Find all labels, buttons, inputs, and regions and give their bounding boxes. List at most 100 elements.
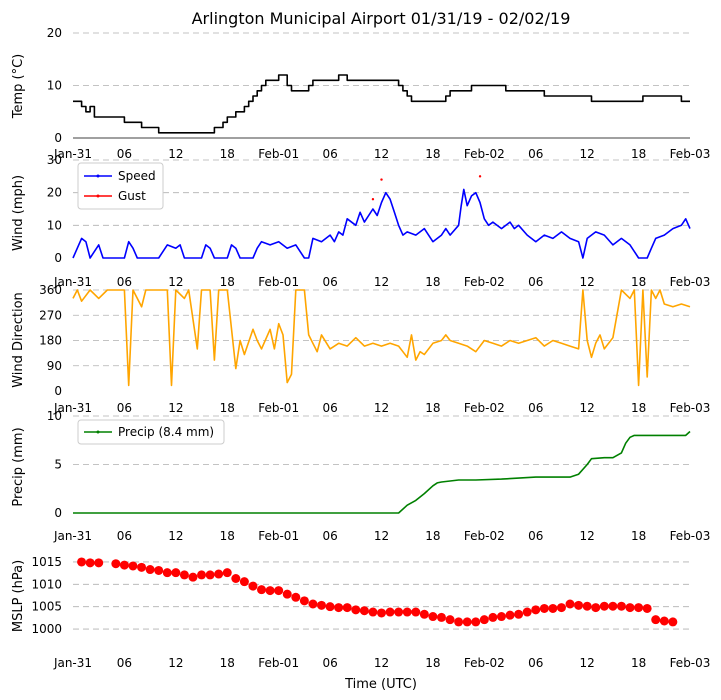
mslp-point <box>394 607 404 617</box>
legend-gust-label: Gust <box>118 189 146 203</box>
mslp-xtick-label: Feb-02 <box>464 656 505 670</box>
mslp-point <box>651 615 661 625</box>
mslp-point <box>154 565 164 575</box>
mslp-point <box>239 577 249 587</box>
wind-ytick-label: 10 <box>47 218 62 232</box>
wind-xtick-label: 06 <box>117 275 132 289</box>
legend-precip-marker <box>96 430 100 434</box>
temp-xtick-label: 18 <box>425 147 440 161</box>
precip-xtick-label: Feb-01 <box>258 529 299 543</box>
temp-ytick-label: 0 <box>54 131 62 145</box>
mslp-point <box>188 572 198 582</box>
direction-xtick-label: Feb-01 <box>258 401 299 415</box>
precip-xtick-label: 06 <box>322 529 337 543</box>
temp-ytick-label: 10 <box>47 79 62 93</box>
precip-ylabel: Precip (mm) <box>11 427 26 506</box>
wind-ylabel: Wind (mph) <box>11 175 26 251</box>
wind-gust-point <box>478 175 482 178</box>
mslp-point <box>257 585 267 595</box>
mslp-point <box>368 607 378 617</box>
wind-xtick-label: 12 <box>168 275 183 289</box>
wind-xtick-label: Jan-31 <box>53 275 92 289</box>
precipitation-panel: Precip (mm) Precip (8.4 mm) 0 5 10 Jan-31 06… <box>11 409 710 543</box>
temp-xtick-label: 06 <box>322 147 337 161</box>
mslp-point <box>274 586 284 596</box>
legend-precip-label: Precip (8.4 mm) <box>118 425 214 439</box>
wind-xtick-label: Feb-02 <box>464 275 505 289</box>
temperature-panel: Temp (°C) 0 10 20 Jan-31 06 12 18 Feb-01 06 12 18 F… <box>11 26 710 161</box>
direction-xtick-label: Jan-31 <box>53 401 92 415</box>
precip-xtick-label: 12 <box>168 529 183 543</box>
wind-ytick-label: 30 <box>47 153 62 167</box>
precip-xtick-label: 06 <box>117 529 132 543</box>
mslp-point <box>85 558 95 568</box>
mslp-point <box>659 616 669 626</box>
wind-xtick-label: 06 <box>528 275 543 289</box>
wind-direction-panel: Wind Direction 0 90 180 270 360 Jan-31 06 12 18 F… <box>11 283 710 415</box>
temp-xtick-label: 12 <box>168 147 183 161</box>
pressure-panel: MSLP (hPa) 1000 1005 1010 1015 Jan-31 06 12 18 F… <box>11 555 710 670</box>
precip-xtick-label: Jan-31 <box>53 529 92 543</box>
precip-ytick-label: 0 <box>54 506 62 520</box>
mslp-point <box>299 596 309 606</box>
mslp-point <box>197 570 207 580</box>
chart-title: Arlington Municipal Airport 01/31/19 - 0… <box>192 9 571 28</box>
direction-xtick-label: 06 <box>117 401 132 415</box>
temp-xtick-label: 18 <box>631 147 646 161</box>
precip-xtick-label: 18 <box>631 529 646 543</box>
direction-xtick-label: 12 <box>374 401 389 415</box>
precip-xtick-label: Feb-02 <box>464 529 505 543</box>
mslp-point <box>436 612 446 622</box>
mslp-point <box>282 589 292 599</box>
mslp-point <box>231 574 241 583</box>
direction-xtick-label: Feb-02 <box>464 401 505 415</box>
x-axis-label: Time (UTC) <box>344 677 417 692</box>
mslp-point <box>591 603 601 613</box>
direction-ytick-label: 0 <box>54 384 62 398</box>
mslp-point <box>556 603 566 613</box>
wind-legend-box <box>77 162 164 210</box>
temp-series-line <box>73 74 690 134</box>
direction-ytick-label: 90 <box>47 359 62 373</box>
mslp-point <box>479 615 489 625</box>
mslp-point <box>94 558 104 568</box>
wind-xtick-label: 06 <box>322 275 337 289</box>
direction-ylabel: Wind Direction <box>11 292 26 388</box>
wind-xtick-label: 12 <box>374 275 389 289</box>
direction-xtick-label: 18 <box>631 401 646 415</box>
mslp-point <box>531 605 541 615</box>
temp-xtick-label: Jan-31 <box>53 147 92 161</box>
mslp-point <box>145 565 155 575</box>
direction-series-line <box>72 289 691 387</box>
mslp-point <box>419 609 429 619</box>
mslp-xtick-label: 18 <box>220 656 235 670</box>
wind-legend: Speed Gust <box>77 162 164 210</box>
mslp-ylabel: MSLP (hPa) <box>11 560 26 632</box>
mslp-xtick-label: 06 <box>528 656 543 670</box>
mslp-xtick-label: 12 <box>580 656 595 670</box>
temp-xtick-label: 06 <box>117 147 132 161</box>
wind-gust-point <box>371 198 375 201</box>
temp-xtick-label: Feb-03 <box>670 147 711 161</box>
mslp-xtick-label: 12 <box>374 656 389 670</box>
mslp-point <box>265 586 275 596</box>
mslp-point <box>308 599 318 609</box>
direction-xtick-label: 18 <box>425 401 440 415</box>
mslp-point <box>77 557 87 567</box>
mslp-point <box>582 601 592 611</box>
temp-ylabel: Temp (°C) <box>11 54 26 120</box>
mslp-ytick-label: 1015 <box>31 555 62 569</box>
mslp-point <box>514 609 524 619</box>
mslp-point <box>625 603 635 613</box>
mslp-point <box>539 603 549 613</box>
mslp-point <box>471 617 481 627</box>
legend-gust-marker <box>96 194 100 198</box>
wind-xtick-label: Feb-03 <box>670 275 711 289</box>
precip-ytick-label: 5 <box>54 458 62 472</box>
mslp-point <box>548 603 558 613</box>
precip-xtick-label: 18 <box>220 529 235 543</box>
direction-ytick-label: 180 <box>39 334 62 348</box>
mslp-point <box>137 562 147 572</box>
mslp-xtick-label: 06 <box>117 656 132 670</box>
